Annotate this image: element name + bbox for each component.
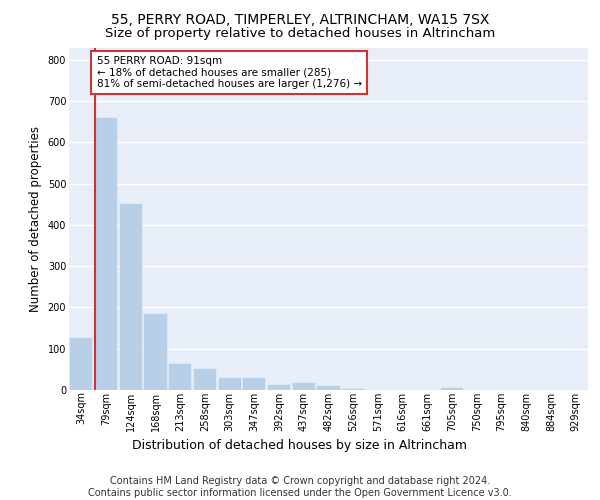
Bar <box>169 364 191 390</box>
Bar <box>218 378 241 390</box>
Bar <box>243 378 265 390</box>
Bar <box>145 314 167 390</box>
Bar <box>119 204 142 390</box>
Bar <box>95 118 117 390</box>
Text: Distribution of detached houses by size in Altrincham: Distribution of detached houses by size … <box>133 440 467 452</box>
Bar <box>268 384 290 390</box>
Text: Size of property relative to detached houses in Altrincham: Size of property relative to detached ho… <box>105 28 495 40</box>
Bar <box>441 388 463 390</box>
Bar <box>317 386 340 390</box>
Text: Contains HM Land Registry data © Crown copyright and database right 2024.
Contai: Contains HM Land Registry data © Crown c… <box>88 476 512 498</box>
Text: 55, PERRY ROAD, TIMPERLEY, ALTRINCHAM, WA15 7SX: 55, PERRY ROAD, TIMPERLEY, ALTRINCHAM, W… <box>111 12 489 26</box>
Bar <box>342 389 364 390</box>
Bar <box>194 370 216 390</box>
Text: 55 PERRY ROAD: 91sqm
← 18% of detached houses are smaller (285)
81% of semi-deta: 55 PERRY ROAD: 91sqm ← 18% of detached h… <box>97 56 362 89</box>
Y-axis label: Number of detached properties: Number of detached properties <box>29 126 42 312</box>
Bar <box>293 384 315 390</box>
Bar <box>70 338 92 390</box>
